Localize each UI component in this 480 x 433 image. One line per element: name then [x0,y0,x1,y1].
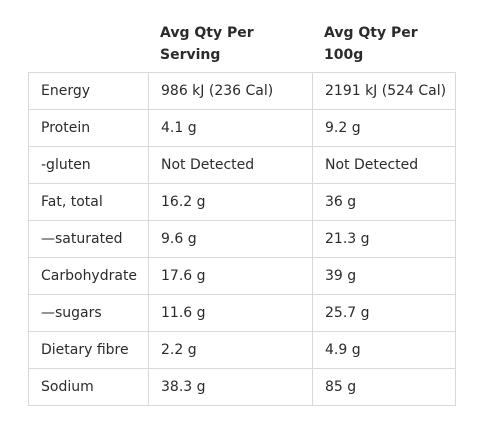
table-row: -gluten Not Detected Not Detected [28,146,456,184]
table-row: Sodium 38.3 g 85 g [28,368,456,406]
per-100g-value: 85 g [312,368,456,406]
per-serving-value: 17.6 g [148,257,313,295]
nutrient-name: Protein [28,109,149,147]
table-row: Dietary fibre 2.2 g 4.9 g [28,331,456,369]
per-100g-value: 36 g [312,183,456,221]
table-header: Avg Qty Per Serving Avg Qty Per 100g [28,18,455,72]
header-per-100g: Avg Qty Per 100g [324,25,418,63]
nutrient-name: —sugars [28,294,149,332]
per-serving-value: 38.3 g [148,368,313,406]
per-100g-value: Not Detected [312,146,456,184]
table-row: Carbohydrate 17.6 g 39 g [28,257,456,295]
nutrition-grid: Energy 986 kJ (236 Cal) 2191 kJ (524 Cal… [28,72,456,406]
table-row: Energy 986 kJ (236 Cal) 2191 kJ (524 Cal… [28,72,456,110]
table-row: —saturated 9.6 g 21.3 g [28,220,456,258]
per-serving-value: 11.6 g [148,294,313,332]
per-100g-value: 39 g [312,257,456,295]
nutrient-name: —saturated [28,220,149,258]
nutrient-name: Fat, total [28,183,149,221]
per-100g-value: 9.2 g [312,109,456,147]
per-serving-value: 16.2 g [148,183,313,221]
nutrition-table: Avg Qty Per Serving Avg Qty Per 100g Ene… [28,18,456,406]
per-serving-value: 9.6 g [148,220,313,258]
per-serving-value: 986 kJ (236 Cal) [148,72,313,110]
per-serving-value: 2.2 g [148,331,313,369]
header-nutrient [28,18,148,72]
table-row: —sugars 11.6 g 25.7 g [28,294,456,332]
per-100g-value: 25.7 g [312,294,456,332]
table-row: Protein 4.1 g 9.2 g [28,109,456,147]
nutrient-name: Carbohydrate [28,257,149,295]
per-100g-value: 21.3 g [312,220,456,258]
per-100g-value: 4.9 g [312,331,456,369]
nutrient-name: Dietary fibre [28,331,149,369]
table-row: Fat, total 16.2 g 36 g [28,183,456,221]
nutrient-name: -gluten [28,146,149,184]
per-100g-value: 2191 kJ (524 Cal) [312,72,456,110]
per-serving-value: 4.1 g [148,109,313,147]
per-serving-value: Not Detected [148,146,313,184]
nutrient-name: Sodium [28,368,149,406]
header-per-serving: Avg Qty Per Serving [160,25,254,63]
nutrient-name: Energy [28,72,149,110]
